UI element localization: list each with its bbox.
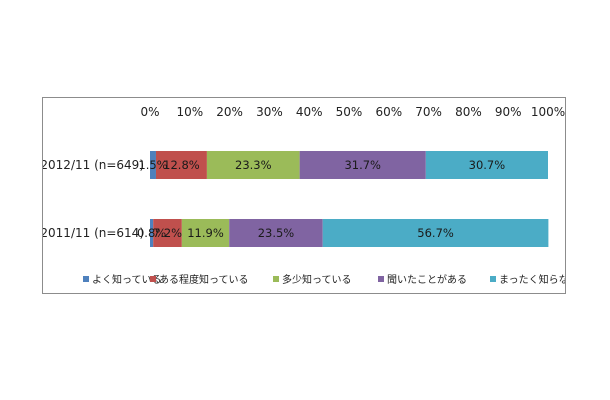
data-label: 12.8% [163,158,200,172]
legend-label: 聞いたことがある [387,273,467,286]
data-label: 11.9% [187,226,224,240]
data-label: 1.5% [138,158,167,172]
legend-swatch [83,276,89,282]
legend-swatch [273,276,279,282]
bar-segment [322,219,549,247]
x-tick-label: 10% [176,105,203,119]
data-label: 56.7% [417,226,454,240]
data-label: 0.8% [137,226,166,240]
bar-segment [155,151,207,179]
bar-segment [206,151,300,179]
legend-label: まったく知らない [499,273,565,286]
x-tick-label: 0% [140,105,159,119]
bar-segment [150,219,154,247]
stacked-bar-chart: 0% 10% 20% 30% 40% 50% 60% 70% 80% 90% 100% 2012/11… [40,105,578,286]
legend-swatch [490,276,496,282]
bar-segment [153,219,182,247]
legend-swatch [150,276,156,282]
bar-segment [229,219,323,247]
x-tick-label: 30% [256,105,283,119]
x-tick-label: 80% [455,105,482,119]
category-label: 2012/11 (n=649) [43,158,144,172]
bar-segment [299,151,426,179]
chart-frame: 0% 10% 20% 30% 40% 50% 60% 70% 80% 90% 100% 2012/11… [40,97,579,294]
x-tick-label: 40% [296,105,323,119]
bar-segment [181,219,230,247]
data-label: 31.7% [344,158,381,172]
legend-label: よく知っている [92,273,162,286]
category-label: 2011/11 (n=614) [43,226,144,240]
x-tick-label: 60% [375,105,402,119]
data-label: 30.7% [469,158,506,172]
data-label: 23.5% [258,226,295,240]
x-tick-label: 90% [495,105,522,119]
x-tick-label: 50% [336,105,363,119]
data-label: 7.2% [153,226,182,240]
x-tick-label: 100% [531,105,565,119]
bar-segment [425,151,548,179]
legend-swatch [378,276,384,282]
bar-segment [150,151,156,179]
data-label: 23.3% [235,158,272,172]
legend-label: 多少知っている [282,273,352,286]
x-tick-label: 70% [415,105,442,119]
legend-label: ある程度知っている [159,273,249,286]
x-tick-label: 20% [216,105,243,119]
